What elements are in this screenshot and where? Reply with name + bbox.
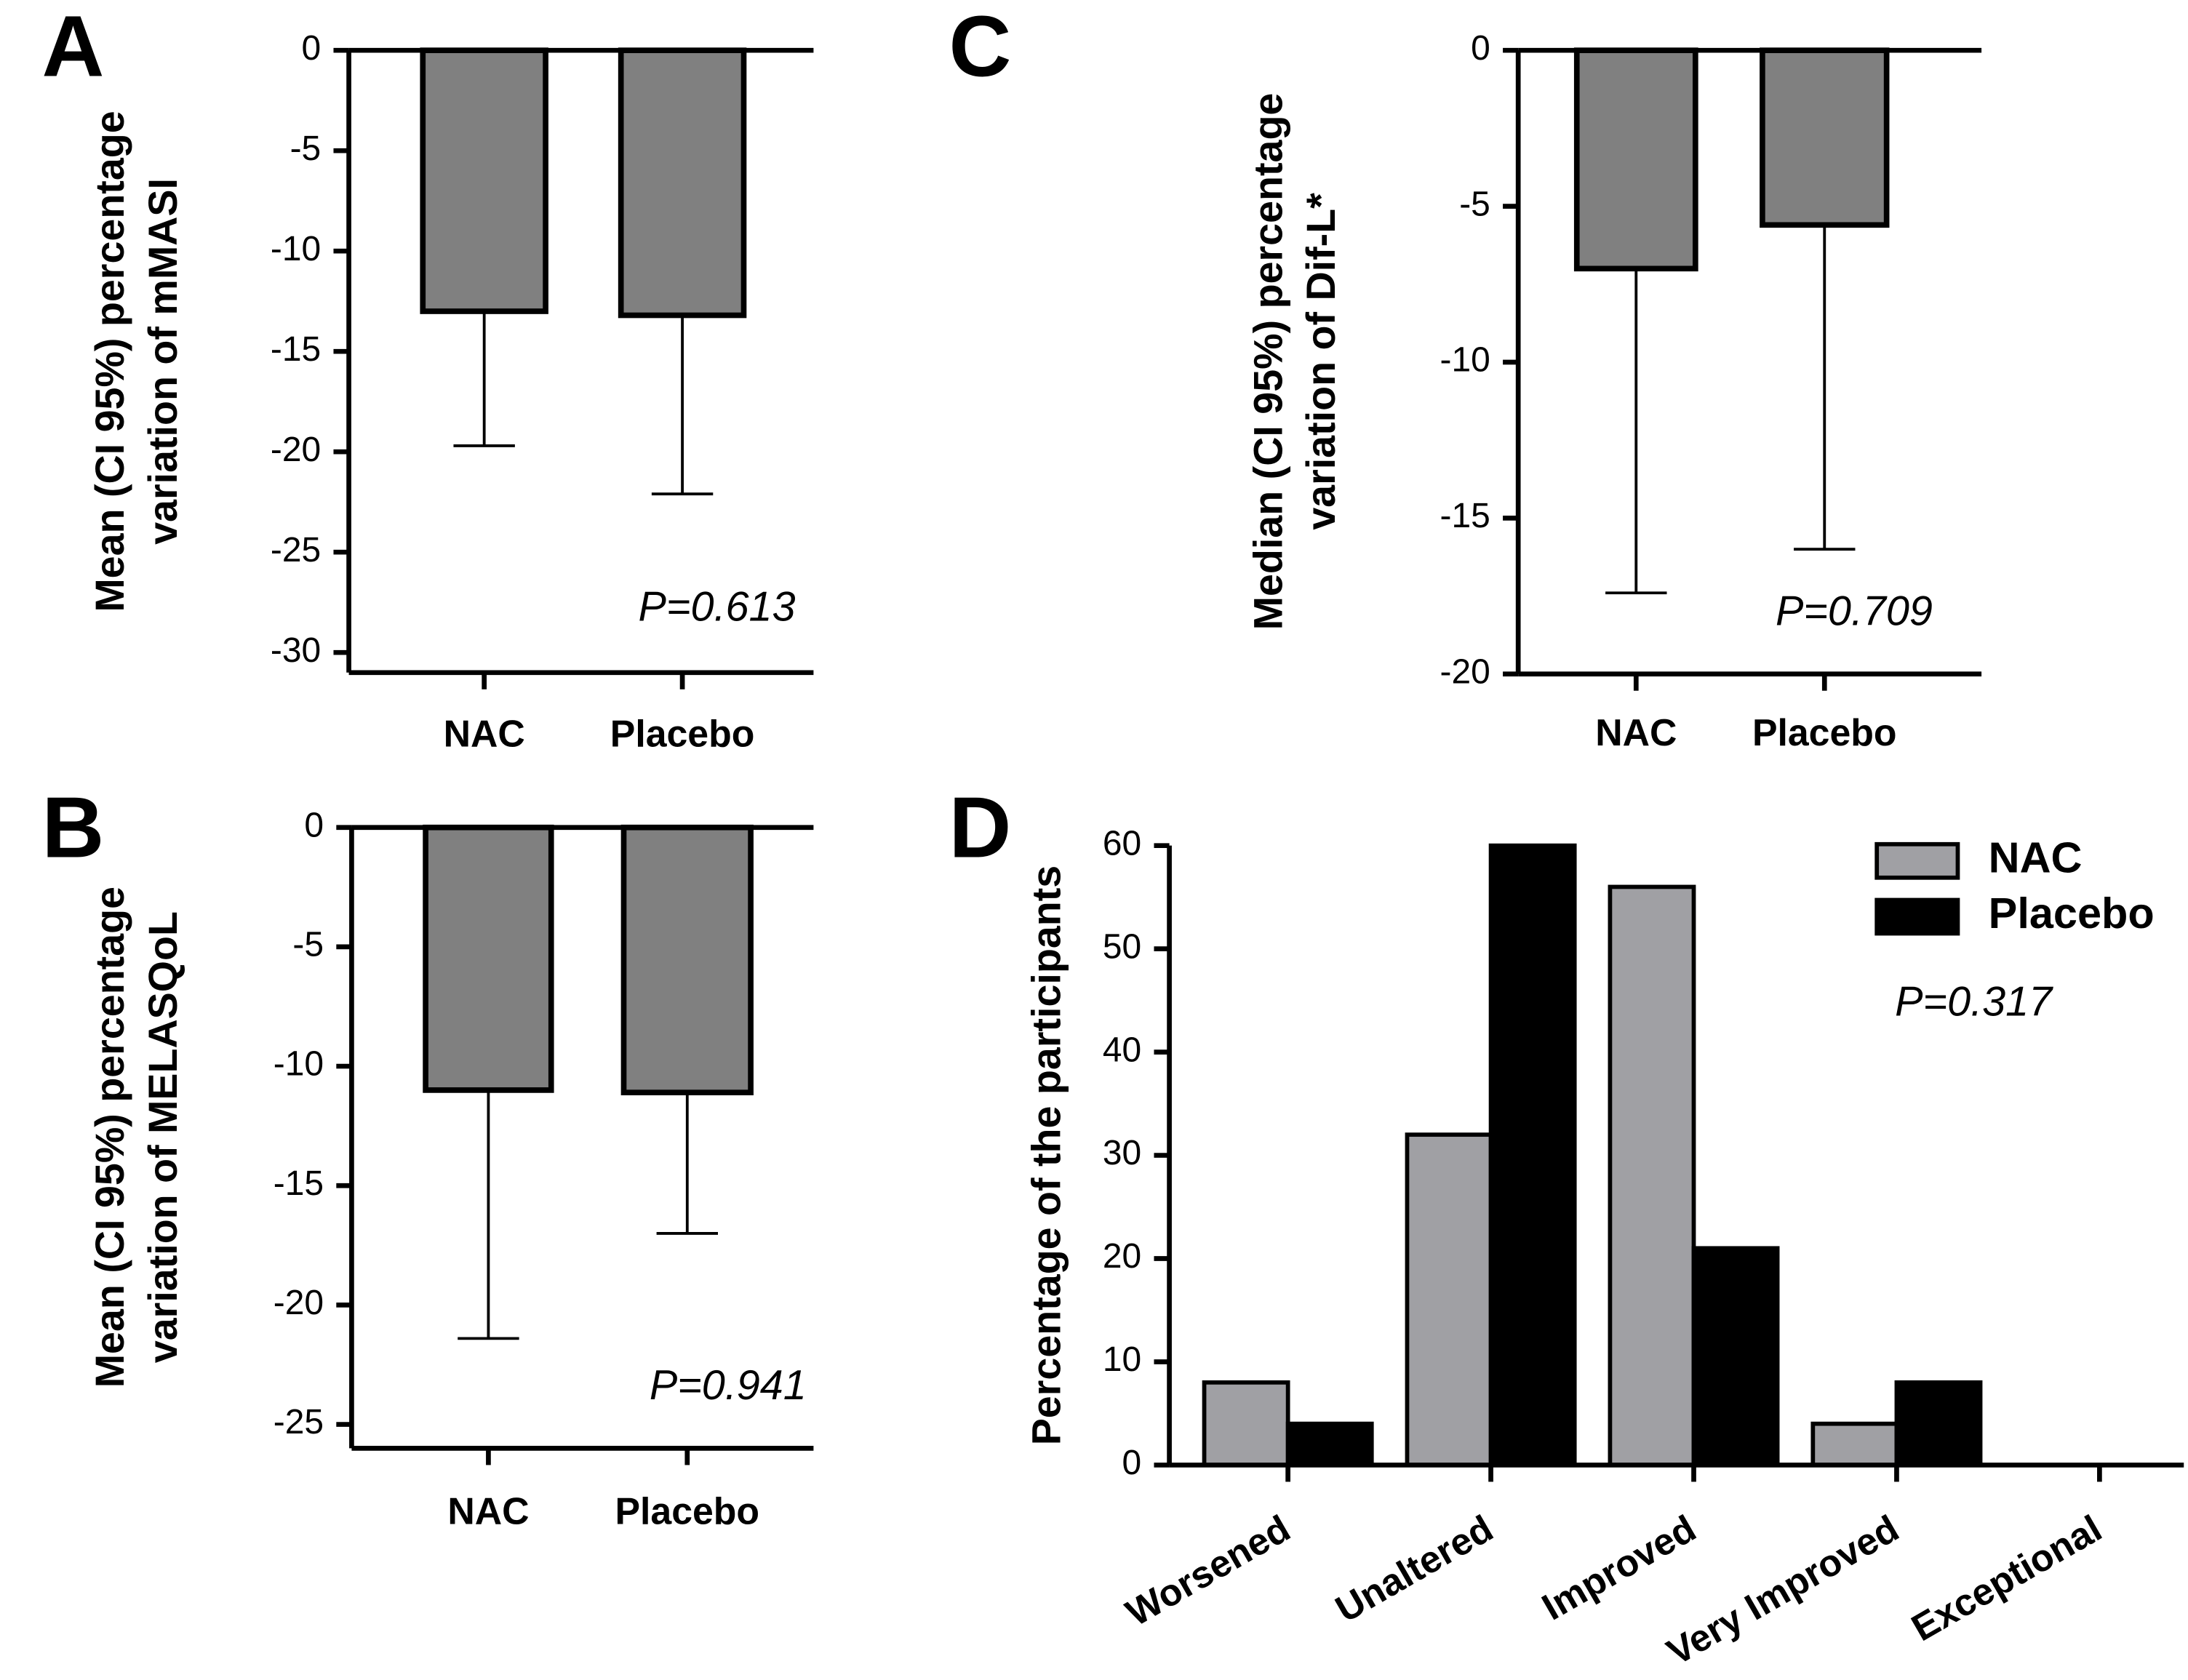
y-axis-label: Mean (CI 95%) percentage (87, 111, 132, 612)
bar (1691, 1246, 1780, 1468)
x-tick-label: Placebo (1752, 711, 1897, 753)
bar (1405, 1132, 1493, 1468)
panel-letter: D (949, 780, 1011, 876)
bar (1202, 1380, 1290, 1468)
panel-letter: C (949, 0, 1011, 95)
x-tick-label: Placebo (610, 713, 755, 755)
panel-letter: A (42, 0, 105, 95)
y-tick-label: -30 (271, 631, 321, 670)
bar (1760, 47, 1890, 228)
y-tick-label: -10 (274, 1045, 324, 1084)
y-axis-label: variation of MELASQoL (140, 911, 185, 1363)
y-tick-label: -15 (274, 1164, 324, 1203)
panel-letter: B (42, 780, 105, 876)
x-tick-label: NAC (1595, 711, 1677, 753)
x-tick-label: NAC (444, 713, 525, 755)
x-tick-label: Unaltered (1328, 1507, 1500, 1631)
y-tick-label: -5 (290, 129, 322, 168)
bar (1894, 1380, 1983, 1468)
y-tick-label: -15 (271, 330, 321, 369)
y-tick-label: 0 (302, 29, 322, 68)
bar (423, 824, 554, 1093)
y-tick-label: 40 (1103, 1031, 1141, 1069)
y-axis-label: variation of mMASI (140, 178, 185, 545)
x-tick-label: Improved (1535, 1507, 1703, 1628)
y-axis-label: Median (CI 95%) percentage (1245, 93, 1290, 631)
legend-swatch (1874, 841, 1960, 880)
x-tick-label: Worsened (1119, 1507, 1297, 1634)
bar (620, 824, 754, 1096)
bar (618, 47, 747, 319)
y-tick-label: -20 (1440, 652, 1490, 691)
y-tick-label: -5 (292, 926, 324, 964)
x-tick-label: Very Improved (1660, 1507, 1906, 1673)
bar (1810, 1421, 1899, 1468)
x-tick-label: Exceptional (1904, 1507, 2109, 1649)
p-value: P=0.317 (1895, 979, 2053, 1025)
y-axis-label: variation of Dif-L* (1298, 193, 1343, 530)
bar (1573, 47, 1698, 272)
y-tick-label: 10 (1103, 1340, 1141, 1379)
legend-label: Placebo (1989, 889, 2155, 937)
y-tick-label: -10 (1440, 341, 1490, 380)
y-tick-label: -20 (274, 1284, 324, 1322)
y-tick-label: 60 (1103, 824, 1141, 863)
bar (1608, 884, 1696, 1468)
p-value: P=0.613 (638, 584, 795, 631)
y-tick-label: -20 (271, 431, 321, 469)
y-tick-label: 50 (1103, 927, 1141, 966)
y-tick-label: 30 (1103, 1134, 1141, 1172)
bar (1488, 843, 1577, 1468)
y-tick-label: -25 (274, 1403, 324, 1441)
legend-swatch (1874, 897, 1960, 936)
y-tick-label: 20 (1103, 1237, 1141, 1276)
y-axis-label: Mean (CI 95%) percentage (87, 887, 132, 1388)
x-tick-label: NAC (447, 1489, 529, 1532)
y-tick-label: -15 (1440, 497, 1490, 535)
y-axis-label: Percentage of the participants (1023, 865, 1069, 1445)
y-tick-label: 0 (1122, 1444, 1142, 1482)
p-value: P=0.941 (650, 1362, 807, 1409)
y-tick-label: 0 (1471, 29, 1490, 68)
y-tick-label: 0 (304, 806, 324, 844)
bar (1285, 1421, 1374, 1468)
x-tick-label: Placebo (615, 1489, 759, 1532)
bar (420, 47, 548, 314)
y-tick-label: -5 (1459, 185, 1490, 223)
y-tick-label: -25 (271, 531, 321, 569)
y-tick-label: -10 (271, 230, 321, 268)
p-value: P=0.709 (1776, 588, 1933, 634)
legend-label: NAC (1989, 833, 2083, 881)
